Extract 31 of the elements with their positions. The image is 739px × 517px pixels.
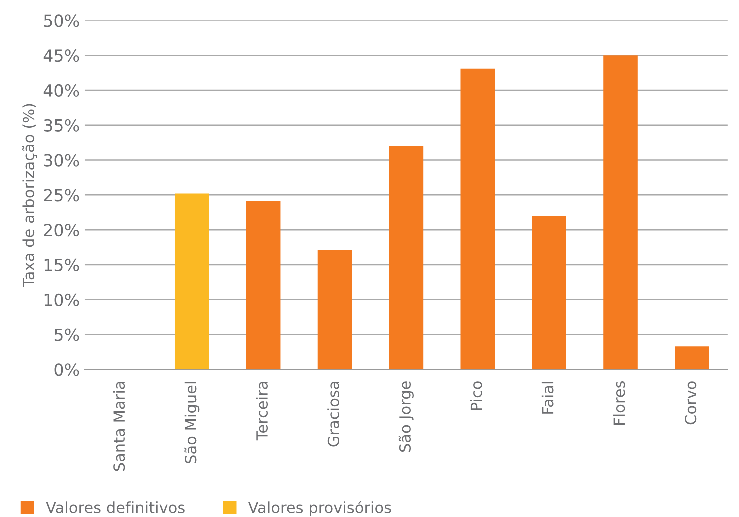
- bar: [604, 56, 638, 370]
- y-tick-label: 10%: [44, 294, 80, 306]
- bar: [460, 68, 496, 370]
- y-tick-label: 5%: [54, 328, 80, 342]
- x-tick-label: Graciosa: [328, 382, 340, 447]
- x-tick-label: Pico: [470, 382, 482, 410]
- x-tick-label: Faial: [542, 382, 554, 414]
- legend-label: Valores provisórios: [248, 501, 392, 516]
- x-tick-label: Corvo: [685, 382, 697, 425]
- bar: [675, 346, 710, 370]
- y-tick-label: 45%: [44, 50, 80, 62]
- y-tick-label: 25%: [44, 189, 80, 202]
- y-tick-label: 35%: [44, 119, 80, 132]
- bar: [246, 201, 281, 370]
- x-tick-label: São Jorge: [398, 382, 414, 452]
- y-tick-label: 40%: [44, 84, 80, 98]
- bar: [174, 194, 210, 370]
- y-tick-label: 30%: [44, 154, 80, 167]
- y-tick-label: 0%: [54, 364, 80, 376]
- x-tick-label: Santa Maria: [113, 382, 126, 472]
- legend-label: Valores definitivos: [46, 502, 185, 514]
- bar: [389, 146, 424, 370]
- x-tick-label: Flores: [613, 382, 626, 425]
- bar: [532, 216, 566, 370]
- x-tick-label: Terceira: [256, 382, 268, 441]
- x-tick-label: São Miguel: [184, 382, 200, 464]
- bar: [318, 250, 352, 370]
- y-tick-label: 20%: [44, 224, 80, 237]
- y-tick-label: 50%: [44, 14, 80, 28]
- y-tick-label: 15%: [44, 258, 80, 272]
- y-axis-title: Taxa de arborização (%): [22, 104, 38, 288]
